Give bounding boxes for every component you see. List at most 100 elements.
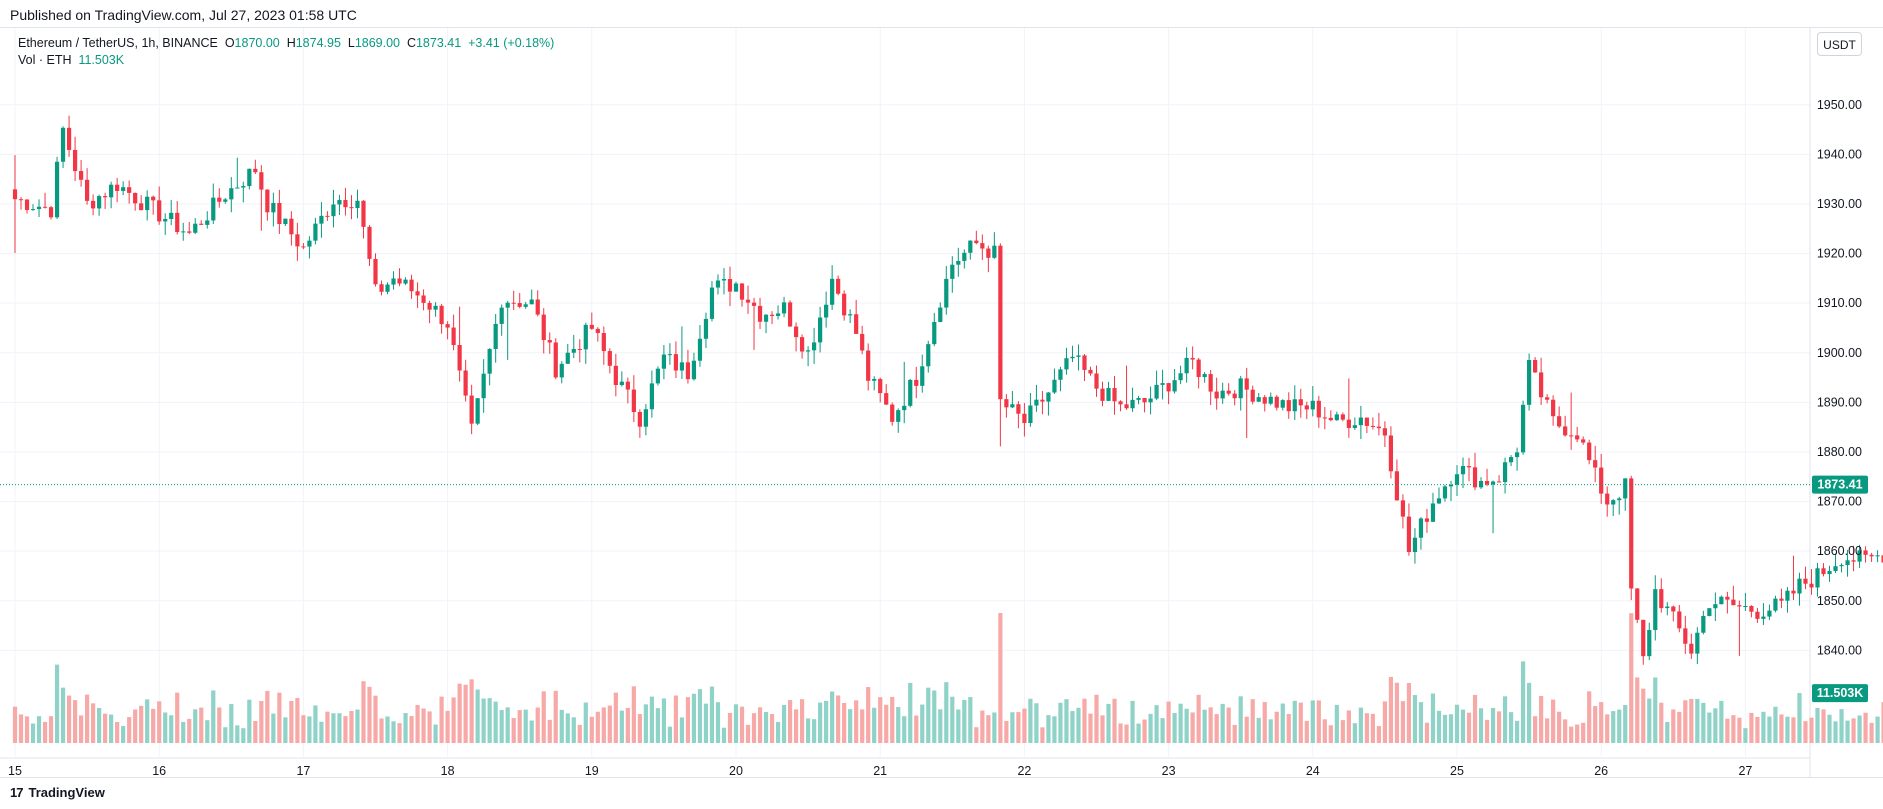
- candle-body: [163, 218, 168, 222]
- volume-bar: [355, 709, 360, 743]
- volume-bar: [1533, 716, 1538, 743]
- volume-bar: [1713, 708, 1718, 743]
- volume-bar: [36, 716, 42, 743]
- candle-body: [583, 324, 588, 350]
- candle-body: [1563, 426, 1568, 436]
- volume-label[interactable]: Vol · ETH: [18, 53, 72, 67]
- candle-body: [1587, 442, 1592, 461]
- candle-body: [385, 284, 390, 292]
- candle-body: [1454, 474, 1460, 485]
- candle-body: [1244, 378, 1249, 390]
- candle-body: [938, 307, 943, 322]
- volume-bar: [397, 723, 402, 743]
- candle-body: [1490, 481, 1496, 485]
- volume-bar: [1406, 682, 1412, 743]
- volume-bar: [1472, 694, 1478, 743]
- candle-body: [523, 304, 528, 307]
- volume-bar: [205, 720, 210, 743]
- volume-bar: [1653, 677, 1658, 743]
- volume-bar: [349, 711, 354, 743]
- volume-bar: [1599, 702, 1604, 743]
- candle-body: [301, 246, 306, 248]
- price-tick-label: 1890.00: [1817, 395, 1862, 409]
- candle-body: [1232, 393, 1237, 399]
- volume-bar: [553, 690, 558, 743]
- tradingview-brand[interactable]: 17 TradingView: [10, 785, 105, 800]
- volume-bar: [343, 716, 348, 743]
- volume-bar: [1304, 720, 1309, 743]
- candle-body: [91, 200, 96, 209]
- volume-bar: [1190, 712, 1195, 743]
- volume-bar: [301, 715, 306, 743]
- time-axis: 15 16 17 18 19 20 21 22 23 24 25 26 27: [8, 764, 1752, 778]
- candle-body: [259, 172, 264, 190]
- candle-body: [1082, 355, 1087, 370]
- volume-bar: [1484, 719, 1490, 743]
- volume-bar: [1430, 693, 1436, 743]
- candle-body: [908, 379, 913, 406]
- candle-body: [1334, 414, 1339, 421]
- volume-bar: [1551, 699, 1556, 743]
- candle-body: [1629, 478, 1634, 589]
- volume-bar: [523, 709, 528, 743]
- price-tick-label: 1920.00: [1817, 247, 1862, 261]
- volume-bar: [1256, 717, 1261, 743]
- volume-bar: [745, 724, 751, 743]
- time-tick-label: 21: [873, 764, 887, 778]
- volume-bar: [878, 697, 883, 743]
- volume-bar: [1755, 716, 1760, 743]
- candle-body: [1719, 596, 1724, 605]
- volume-bar: [1839, 709, 1844, 743]
- open-value: 1870.00: [234, 36, 280, 50]
- volume-bar: [1857, 715, 1862, 743]
- candle-body: [331, 204, 336, 217]
- volume-bar: [1358, 707, 1363, 743]
- candle-body: [685, 362, 691, 380]
- candle-body: [1298, 399, 1303, 406]
- candle-body: [277, 202, 282, 225]
- candle-body: [619, 381, 624, 386]
- candle-body: [529, 299, 534, 305]
- volume-bar: [818, 702, 823, 743]
- volume-bar: [1238, 696, 1243, 743]
- volume-bar: [1683, 700, 1688, 743]
- candle-body: [1833, 566, 1838, 572]
- candle-body: [475, 398, 480, 424]
- low-value: 1869.00: [354, 36, 400, 50]
- candle-body: [1869, 554, 1874, 557]
- candle-body: [115, 184, 120, 191]
- volume-bar: [1166, 701, 1171, 743]
- candles: [12, 115, 1883, 665]
- volume-bar: [385, 716, 390, 743]
- candle-body: [1725, 596, 1730, 600]
- currency-unit-button[interactable]: USDT: [1817, 32, 1862, 56]
- candle-body: [78, 171, 84, 180]
- candle-body: [97, 196, 102, 209]
- volume-bar: [1136, 723, 1141, 743]
- volume-bar: [1761, 711, 1766, 743]
- volume-bar: [127, 717, 132, 743]
- candle-body: [595, 328, 600, 333]
- volume-bar: [1346, 710, 1351, 743]
- candle-body: [313, 223, 318, 241]
- volume-bar: [1010, 712, 1015, 743]
- symbol-title[interactable]: Ethereum / TetherUS, 1h, BINANCE: [18, 36, 218, 50]
- candle-body: [1304, 405, 1309, 410]
- volume-bar: [1641, 688, 1646, 743]
- price-chart[interactable]: 1840.00 1850.00 1860.00 1870.00 1880.00 1890.…: [0, 28, 1883, 780]
- candle-body: [1316, 400, 1321, 418]
- volume-bar: [1617, 709, 1622, 743]
- volume-bar: [1076, 707, 1081, 743]
- volume-bar: [427, 711, 432, 743]
- volume-bar: [1436, 710, 1442, 743]
- volume-bar: [763, 711, 769, 743]
- volume-bar: [1388, 676, 1394, 743]
- volume-bar: [535, 707, 540, 743]
- volume-bar: [1454, 704, 1460, 743]
- candle-body: [1701, 615, 1706, 633]
- volume-bar: [613, 692, 618, 743]
- candle-body: [565, 352, 570, 364]
- candle-body: [739, 283, 745, 300]
- volume-bar: [1154, 705, 1159, 743]
- candle-body: [926, 344, 931, 367]
